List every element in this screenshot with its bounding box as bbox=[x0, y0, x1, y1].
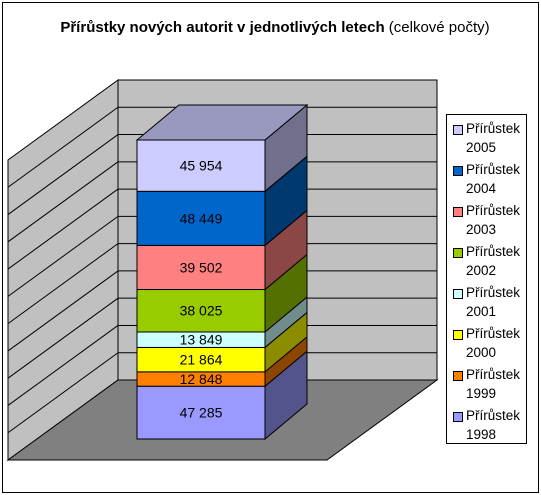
data-label: 13 849 bbox=[180, 332, 223, 348]
legend-label: Přírůstek 2004 bbox=[466, 162, 521, 196]
chart-title-bold: Přírůstky nových autorit v jednotlivých … bbox=[60, 19, 385, 36]
gridline-side bbox=[7, 325, 119, 406]
legend-label: Přírůstek 2000 bbox=[466, 326, 521, 360]
legend-swatch bbox=[453, 371, 463, 381]
chart-title-rest: (celkové počty) bbox=[384, 19, 490, 36]
legend-label: Přírůstek 1998 bbox=[466, 408, 521, 442]
data-label: 21 864 bbox=[180, 352, 223, 368]
legend-swatch bbox=[453, 330, 463, 340]
legend: Přírůstek 2005 Přírůstek 2004 Přírůstek 20… bbox=[446, 114, 527, 444]
legend-label: Přírůstek 2001 bbox=[466, 285, 521, 319]
legend-label: Přírůstek 2002 bbox=[466, 244, 521, 278]
legend-swatch bbox=[453, 248, 463, 258]
legend-item: Přírůstek 1999 bbox=[447, 365, 526, 406]
data-label: 39 502 bbox=[180, 259, 223, 275]
legend-item: Přírůstek 2002 bbox=[447, 242, 526, 283]
gridline-side bbox=[7, 161, 119, 243]
legend-swatch bbox=[453, 289, 463, 299]
bar-segment bbox=[136, 190, 266, 246]
gridline-side bbox=[7, 352, 119, 434]
bar-segment bbox=[136, 139, 266, 192]
legend-label: Přírůstek 2003 bbox=[466, 203, 521, 237]
legend-swatch bbox=[453, 207, 463, 217]
legend-item: Přírůstek 2005 bbox=[447, 119, 526, 160]
gridline-side bbox=[7, 270, 119, 352]
legend-item: Přírůstek 1998 bbox=[447, 406, 526, 447]
legend-item: Přírůstek 2003 bbox=[447, 201, 526, 242]
legend-label: Přírůstek 1999 bbox=[466, 367, 521, 401]
legend-item: Přírůstek 2004 bbox=[447, 160, 526, 201]
gridline-side bbox=[7, 215, 119, 297]
gridline-side bbox=[7, 297, 119, 379]
legend-swatch bbox=[453, 412, 463, 422]
legend-swatch bbox=[453, 166, 463, 176]
chart-title: Přírůstky nových autorit v jednotlivých … bbox=[40, 18, 510, 38]
gridline-side bbox=[7, 134, 119, 215]
legend-item: Přírůstek 2001 bbox=[447, 283, 526, 324]
gridline-side bbox=[7, 106, 119, 188]
bar-top bbox=[135, 104, 309, 141]
data-label: 47 285 bbox=[180, 405, 223, 421]
legend-swatch bbox=[453, 125, 463, 135]
bar-segment bbox=[136, 244, 266, 291]
bar-segment bbox=[136, 289, 266, 333]
data-label: 45 954 bbox=[180, 158, 223, 174]
gridline-side bbox=[7, 188, 119, 270]
data-label: 12 848 bbox=[180, 371, 223, 387]
data-label: 48 449 bbox=[180, 210, 223, 226]
gridline-side bbox=[7, 243, 119, 325]
legend-label: Přírůstek 2005 bbox=[466, 121, 521, 155]
data-label: 38 025 bbox=[180, 303, 223, 319]
legend-item: Přírůstek 2000 bbox=[447, 324, 526, 365]
